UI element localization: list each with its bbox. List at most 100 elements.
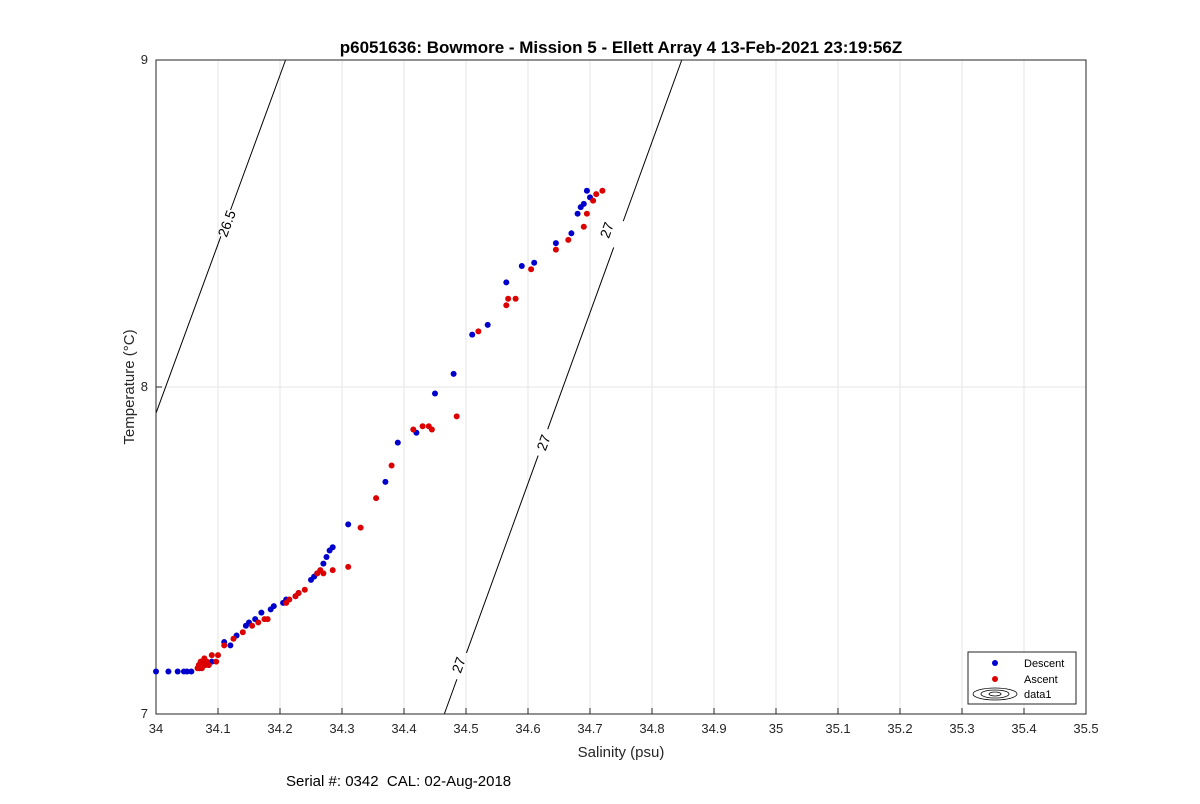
descent-point [574,210,581,217]
legend-ascent-marker [992,676,998,682]
data-points [153,187,606,675]
legend-data1-label: data1 [1024,689,1052,701]
ascent-point [208,652,215,659]
x-tick-label: 35.1 [825,721,850,736]
ascent-point [565,236,572,243]
y-tick-label: 9 [141,52,148,67]
x-tick-label: 34.3 [329,721,354,736]
ascent-point [213,658,220,665]
descent-point [188,668,195,675]
ascent-point [599,187,606,194]
legend: Descent Ascent data1 [967,651,1077,705]
chart-title: p6051636: Bowmore - Mission 5 - Ellett A… [340,38,903,57]
ascent-point [255,619,262,626]
ascent-point [301,586,308,593]
ascent-point [410,426,417,433]
descent-point [531,259,538,266]
ascent-point [512,295,519,302]
ascent-point [329,567,336,574]
ascent-point [583,210,590,217]
ascent-point [249,622,256,629]
descent-point [382,478,389,485]
x-tick-label: 35.2 [887,721,912,736]
descent-point [583,187,590,194]
descent-point [320,560,327,567]
ascent-point [205,661,212,668]
descent-point [518,263,525,270]
legend-ascent-label: Ascent [1024,674,1058,686]
legend-box [967,651,1077,705]
x-tick-label: 34.6 [515,721,540,736]
legend-descent-label: Descent [1024,658,1064,670]
contour-line-segment [466,455,539,654]
x-tick-label: 35.3 [949,721,974,736]
ascent-point [345,563,352,570]
ascent-point [215,652,221,659]
legend-contour-icon [972,687,1018,701]
x-tick-label: 35.5 [1073,721,1098,736]
ascent-point [295,590,302,597]
ascent-point [264,616,271,623]
descent-point [432,390,438,397]
descent-point [174,668,181,675]
x-tick-label: 34.4 [391,721,416,736]
ascent-point [388,462,395,469]
ascent-point [357,524,364,531]
descent-point [552,240,559,247]
descent-point [484,321,491,328]
serial-cal-footer: Serial #: 0342 CAL: 02-Aug-2018 [286,773,512,790]
legend-descent-marker [992,660,998,666]
axis-ticks: 34 34.1 34.2 34.3 34.4 34.5 34.6 34.7 34.8 34.9 35… [141,52,1099,736]
ascent-point [221,642,228,649]
ascent-point [505,295,512,302]
ascent-point [503,302,510,309]
descent-point [153,668,159,675]
x-axis-label: Salinity (psu) [578,744,665,761]
descent-point [580,200,587,207]
ascent-point [239,629,246,636]
contour-line-segment [547,247,615,430]
descent-point [323,554,330,561]
descent-point [345,521,352,528]
descent-point [568,230,575,237]
descent-point [258,609,265,616]
descent-point [165,668,172,675]
x-tick-label: 34.8 [639,721,664,736]
ascent-point [453,413,460,420]
x-tick-label: 34.5 [453,721,478,736]
ascent-point [475,328,482,335]
contour-label: 27 [597,220,617,240]
contour-line-segment [622,59,683,222]
descent-point [394,439,401,446]
ascent-point [552,246,559,253]
ascent-point [286,596,293,603]
descent-point [184,668,190,675]
x-tick-label: 34.1 [205,721,230,736]
grid-lines [156,60,1086,714]
contour-label: 27 [448,655,468,675]
descent-point [503,279,510,286]
ascent-point [528,266,535,273]
x-tick-label: 34.9 [701,721,726,736]
x-tick-label: 34.7 [577,721,602,736]
y-tick-label: 7 [141,706,148,721]
descent-point [270,603,277,610]
descent-point [227,642,234,649]
x-tick-label: 35.4 [1011,721,1036,736]
ascent-point [230,635,237,642]
ascent-point [320,570,327,577]
descent-point [469,331,476,338]
contour-line-segment [230,59,287,211]
y-axis-label: Temperature (°C) [121,329,138,444]
ascent-point [373,495,380,502]
ascent-point [593,191,600,198]
ascent-point [580,223,587,230]
ascent-point [428,426,435,433]
y-tick-label: 8 [141,379,148,394]
ascent-point [419,423,426,430]
ascent-point [590,197,597,204]
contour-label: 27 [533,432,553,452]
contour-line-segment [443,679,458,715]
x-tick-label: 34 [149,721,163,736]
